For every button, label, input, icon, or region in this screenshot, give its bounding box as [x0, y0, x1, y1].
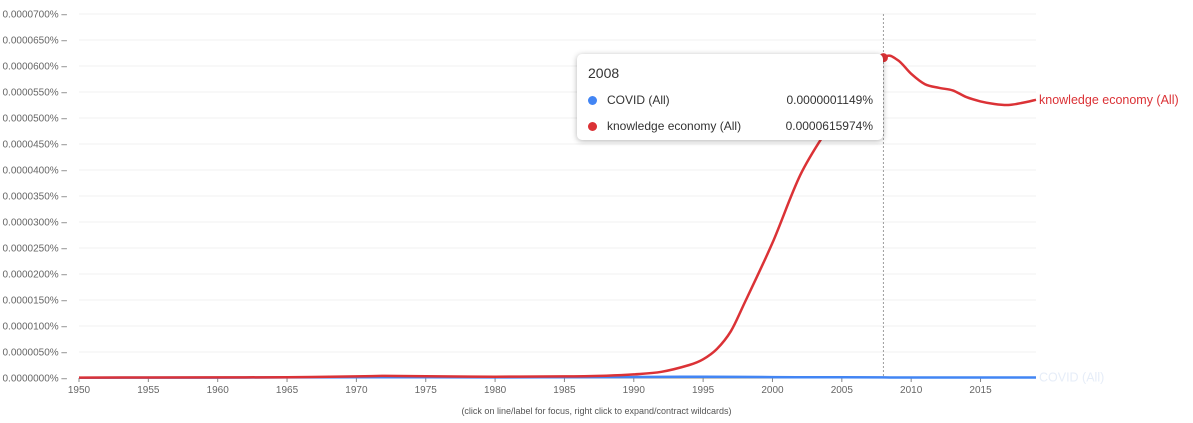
x-tick-label: 1955	[137, 385, 160, 396]
tooltip-series-name: COVID (All)	[607, 93, 670, 107]
x-tick-label: 1995	[692, 385, 715, 396]
x-tick-label: 2000	[761, 385, 784, 396]
tooltip-row-knowledge-economy: knowledge economy (All) 0.0000615974%	[588, 119, 873, 135]
series-dot-icon	[588, 122, 597, 131]
tooltip-row-covid: COVID (All) 0.0000001149%	[588, 93, 873, 109]
x-tick-label: 1960	[207, 385, 230, 396]
y-tick-label: 0.0000450% –	[2, 140, 67, 151]
x-tick-label: 2015	[969, 385, 992, 396]
x-tick-label: 1950	[68, 385, 91, 396]
y-tick-label: 0.0000550% –	[2, 88, 67, 99]
x-tick-label: 1965	[276, 385, 299, 396]
y-tick-label: 0.0000350% –	[2, 192, 67, 203]
ngram-chart: 0.0000000% – 0.0000050% – 0.0000100% – 0.00…	[2, 10, 1179, 397]
x-axis: 1950 1955 1960 1965 1970 1975 1980 1985 1990 1995…	[68, 377, 1036, 396]
series-line-knowledge-economy-all[interactable]	[78, 54, 1037, 379]
series-labels[interactable]: COVID (All) knowledge economy (All)	[1039, 93, 1179, 385]
y-tick-label: 0.0000250% –	[2, 244, 67, 255]
y-tick-label: 0.0000000% –	[2, 374, 67, 385]
series-lines[interactable]	[78, 54, 1037, 379]
series-dot-icon	[588, 96, 597, 105]
hover-tooltip: 2008 COVID (All) 0.0000001149% knowledge…	[577, 54, 883, 140]
y-tick-label: 0.0000150% –	[2, 296, 67, 307]
tooltip-series-value: 0.0000615974%	[785, 119, 873, 133]
x-tick-label: 2005	[831, 385, 854, 396]
y-tick-label: 0.0000300% –	[2, 218, 67, 229]
tooltip-series-value: 0.0000001149%	[786, 93, 873, 107]
y-tick-label: 0.0000400% –	[2, 166, 67, 177]
y-axis: 0.0000000% – 0.0000050% – 0.0000100% – 0.00…	[2, 10, 67, 385]
y-tick-label: 0.0000500% –	[2, 114, 67, 125]
x-tick-label: 1985	[553, 385, 576, 396]
y-tick-label: 0.0000100% –	[2, 322, 67, 333]
y-tick-label: 0.0000600% –	[2, 62, 67, 73]
y-tick-label: 0.0000200% –	[2, 270, 67, 281]
grid-lines	[79, 13, 1036, 353]
footer-hint: (click on line/label for focus, right cl…	[461, 406, 732, 416]
series-label-covid-all[interactable]: COVID (All)	[1039, 370, 1104, 384]
series-label-knowledge-economy-all[interactable]: knowledge economy (All)	[1039, 93, 1179, 107]
y-tick-label: 0.0000650% –	[2, 36, 67, 47]
x-tick-label: 1990	[623, 385, 646, 396]
tooltip-year: 2008	[588, 65, 620, 81]
y-tick-label: 0.0000050% –	[2, 348, 67, 359]
y-tick-label: 0.0000700% –	[2, 10, 67, 21]
x-tick-label: 1980	[484, 385, 507, 396]
x-tick-label: 1975	[415, 385, 438, 396]
tooltip-series-name: knowledge economy (All)	[607, 119, 742, 133]
x-tick-label: 2010	[900, 385, 923, 396]
x-tick-label: 1970	[345, 385, 368, 396]
